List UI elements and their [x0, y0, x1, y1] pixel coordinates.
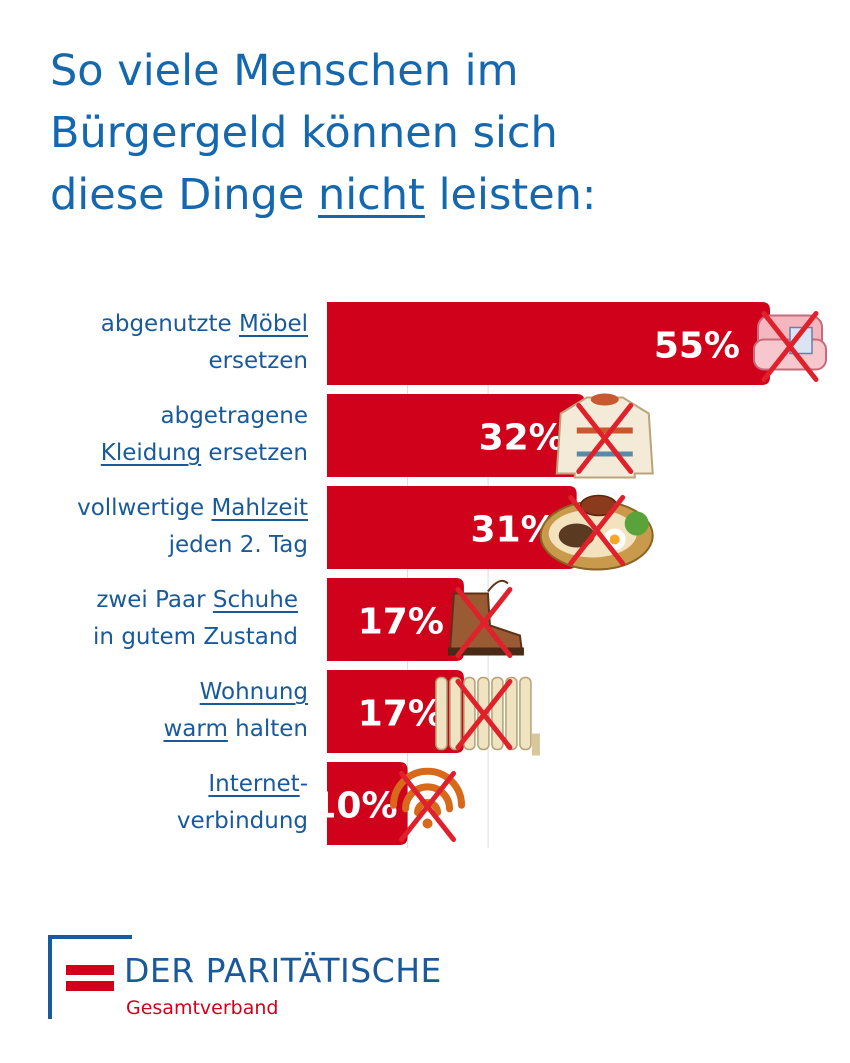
- armchair-icon: [753, 311, 827, 382]
- bar-4: [327, 578, 464, 661]
- bar-value-label: 55%: [654, 326, 740, 367]
- bar-3: [327, 486, 577, 569]
- bar-value-label: 17%: [358, 602, 444, 643]
- paritaetische-logo: DER PARITÄTISCHE Gesamtverband: [48, 935, 468, 1025]
- title-line-1: So viele Menschen im: [50, 46, 519, 96]
- bar-6: [327, 762, 408, 845]
- bar-1: [327, 302, 770, 385]
- category-label: Internet-verbindung: [176, 771, 308, 834]
- bar-value-label: 10%: [311, 786, 397, 827]
- logo-frame: [48, 935, 132, 1019]
- category-label: abgetragene Kleidung ersetzen: [100, 403, 308, 466]
- meal-icon: [539, 494, 654, 571]
- category-label: vollwertige Mahlzeit jeden 2. Tag: [77, 495, 308, 558]
- wifi-icon: [390, 767, 466, 842]
- category-label: Wohnung warm halten: [163, 679, 309, 742]
- bar-5: [327, 670, 464, 753]
- title-line-3: diese Dinge nicht leisten:: [50, 170, 597, 220]
- bar-value-label: 17%: [358, 694, 444, 735]
- boot-icon: [447, 579, 524, 658]
- bar-value-label: 32%: [479, 418, 565, 459]
- radiator-icon: [435, 676, 540, 756]
- logo-bar-top: [66, 965, 114, 975]
- logo-subtitle: Gesamtverband: [126, 997, 279, 1019]
- bar-2: [327, 394, 585, 477]
- title-emphasis: nicht: [317, 170, 425, 220]
- category-label: abgenutzte Möbel ersetzen: [100, 311, 308, 374]
- title-line-2: Bürgergeld können sich: [50, 108, 558, 158]
- logo-bar-bottom: [66, 981, 114, 991]
- logo-name: DER PARITÄTISCHE: [124, 951, 442, 990]
- bar-chart: 55%32%31%17%17%10%: [311, 302, 827, 848]
- sweater-icon: [555, 393, 654, 479]
- page-title: So viele Menschen im Bürgergeld können s…: [50, 40, 810, 226]
- category-label: zwei Paar Schuhe in gutem Zustand: [93, 587, 298, 650]
